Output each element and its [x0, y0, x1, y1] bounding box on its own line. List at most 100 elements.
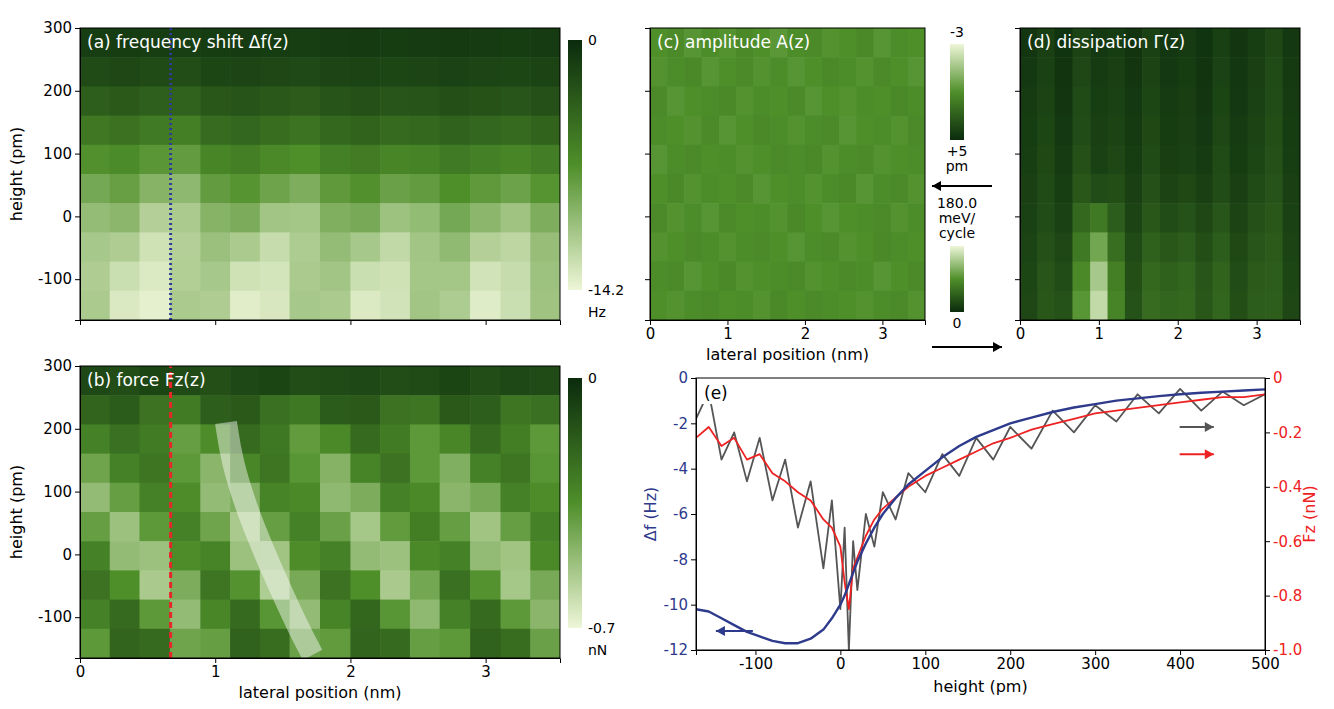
heat-cell [1265, 174, 1283, 204]
heat-cell [139, 145, 170, 175]
heat-cell [1037, 57, 1055, 87]
series-line [696, 394, 1265, 609]
panel-2: 0123lateral position (nm)(c) amplitude A… [645, 24, 992, 364]
heat-cell [470, 424, 501, 454]
heat-cell [110, 454, 140, 484]
heat-cell [684, 232, 702, 262]
heat-cell [110, 262, 140, 292]
heat-cell [380, 395, 410, 425]
heat-cell [753, 174, 771, 204]
heat-cell [501, 570, 531, 600]
heat-cell [1125, 203, 1143, 233]
heat-cell [1265, 203, 1283, 233]
heat-cell [320, 28, 351, 58]
heat-cell [1072, 262, 1090, 292]
tick-label: -4 [673, 460, 688, 478]
tick [1015, 216, 1020, 217]
heat-cell [139, 57, 170, 87]
colorbar-unit-line: Hz [588, 304, 606, 320]
heat-cell [170, 262, 201, 292]
heat-cell [805, 203, 823, 233]
heat-cell [110, 203, 140, 233]
heat-cell [873, 145, 891, 175]
tick: 2 [1173, 320, 1183, 343]
heat-cell [350, 28, 380, 58]
heat-cell [891, 28, 909, 58]
heat-cell [530, 483, 560, 513]
tick: -4 [673, 460, 696, 478]
heat-cell [501, 57, 531, 87]
tick: 1 [211, 658, 221, 681]
tick-mark [1015, 91, 1020, 92]
heat-cell [1090, 174, 1108, 204]
heat-cell [1212, 203, 1230, 233]
heat-cell [1108, 57, 1126, 87]
heat-cell [856, 86, 874, 116]
heat-cell [873, 28, 891, 58]
heat-cell [1265, 262, 1283, 292]
heat-cell [719, 203, 737, 233]
heat-cell [684, 174, 702, 204]
heat-cell [350, 145, 380, 175]
heat-cell [260, 203, 290, 233]
colorbar-unit-line: pm [946, 158, 969, 174]
heat-cell [1230, 145, 1248, 175]
tick-label: 100 [911, 655, 940, 673]
tick: 100 [43, 145, 80, 163]
heat-cell [822, 28, 840, 58]
heat-cell [1090, 86, 1108, 116]
heat-cell [230, 291, 260, 320]
heat-cell [908, 116, 925, 146]
heat-cell [320, 570, 351, 600]
heat-cell [380, 174, 410, 204]
x-axis: -1000100200300400500 [697, 650, 1280, 673]
heat-cell [290, 262, 321, 292]
heat-cell [440, 57, 471, 87]
heat-cell [440, 454, 471, 484]
heat-cell [1142, 57, 1160, 87]
heat-cell [1142, 145, 1160, 175]
heat-cell [410, 86, 440, 116]
heat-cell [501, 600, 531, 630]
heat-cell [1178, 116, 1196, 146]
heat-cell [667, 232, 685, 262]
heat-cell [320, 232, 351, 262]
tick: 3 [1252, 320, 1262, 343]
heat-cell [410, 203, 440, 233]
heat-cell [350, 570, 380, 600]
heat-cell [530, 262, 560, 292]
tick: -0.8 [1265, 587, 1302, 605]
heat-cell [1230, 86, 1248, 116]
heat-cell [470, 366, 501, 396]
tick: 0 [62, 208, 80, 226]
panel-4: -10001002003004005000-2-4-6-8-10-120-0.2… [641, 369, 1319, 696]
heat-cell [350, 541, 380, 571]
arrow-head [1205, 422, 1214, 432]
heat-cell [770, 203, 788, 233]
tick-label: 0 [62, 546, 72, 564]
heat-cell [501, 291, 531, 320]
heat-cell [1125, 116, 1143, 146]
heat-cell [736, 57, 754, 87]
heat-cell [200, 86, 230, 116]
tick: -10 [664, 596, 697, 614]
heat-cell [1212, 145, 1230, 175]
heat-cell [410, 600, 440, 630]
heat-cell [1283, 57, 1300, 87]
heat-cell [1212, 291, 1230, 320]
heat-cell [1248, 57, 1266, 87]
heat-cell [260, 424, 290, 454]
heat-cell [200, 541, 230, 571]
heat-cell [1108, 203, 1126, 233]
arrow-head [932, 181, 941, 191]
heat-cell [350, 57, 380, 87]
heat-cell [788, 203, 806, 233]
heat-cell [530, 291, 560, 320]
heat-cell [1037, 145, 1055, 175]
tick-mark [75, 617, 80, 618]
heat-cell [200, 570, 230, 600]
colorbar-fill [950, 44, 964, 140]
heat-cell [380, 145, 410, 175]
heat-cell [702, 291, 720, 320]
heat-cell [1142, 116, 1160, 146]
